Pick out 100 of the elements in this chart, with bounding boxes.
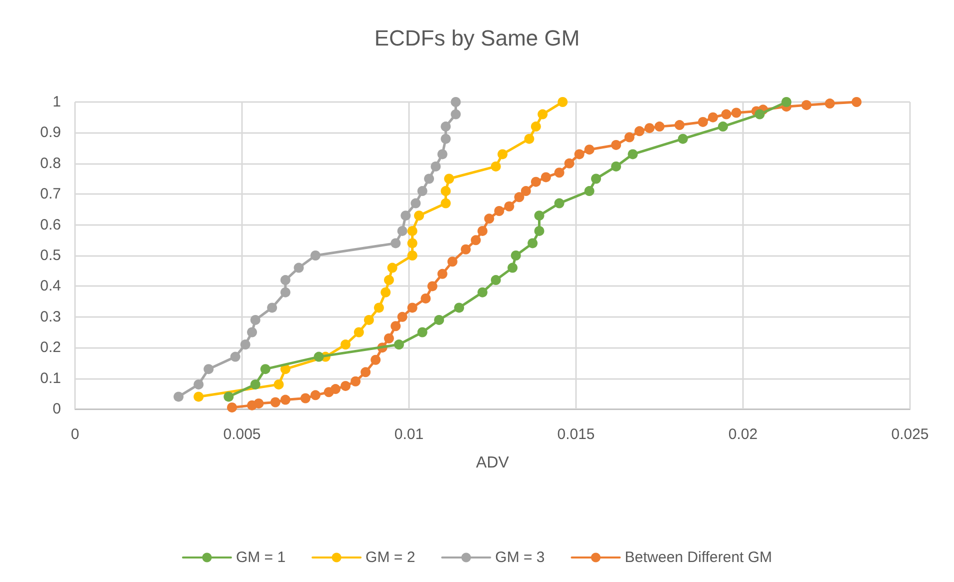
point: [584, 186, 594, 196]
point: [444, 174, 454, 184]
point: [484, 214, 494, 224]
point: [530, 122, 541, 132]
point: [470, 235, 481, 246]
point: [350, 376, 361, 386]
point: [698, 116, 708, 127]
point: [528, 238, 538, 248]
point: [360, 367, 371, 378]
point: [554, 198, 564, 208]
point: [397, 226, 408, 236]
chart-title: ECDFs by Same GM: [374, 26, 580, 50]
point: [721, 109, 732, 120]
point: [250, 314, 260, 325]
point: [718, 122, 728, 132]
point: [490, 161, 501, 172]
point: [270, 397, 280, 408]
point: [450, 97, 461, 107]
point: [224, 392, 234, 402]
point: [490, 275, 501, 286]
point: [427, 281, 438, 292]
point: [417, 186, 428, 196]
point: [300, 393, 310, 404]
point: [194, 379, 204, 390]
point: [510, 250, 521, 260]
point: [254, 398, 264, 408]
point: [280, 394, 290, 405]
point: [508, 262, 518, 273]
point: [801, 100, 812, 110]
point: [434, 314, 444, 325]
y-tick-label: 0.1: [40, 370, 61, 387]
point: [494, 206, 504, 216]
point: [611, 140, 622, 150]
point: [417, 327, 428, 338]
y-tick-label: 0: [52, 400, 61, 418]
point: [194, 392, 204, 402]
y-tick-label: 0.6: [40, 216, 61, 234]
point: [420, 293, 431, 304]
point: [354, 327, 364, 338]
point: [530, 176, 541, 187]
point: [410, 198, 421, 208]
point: [390, 238, 401, 248]
point: [370, 354, 381, 365]
point: [226, 402, 237, 412]
point: [437, 268, 448, 279]
y-tick-label: 0.8: [40, 154, 61, 172]
point: [437, 149, 448, 160]
x-tick-label: 0.005: [223, 426, 261, 443]
point: [384, 333, 394, 344]
point: [460, 244, 471, 254]
point: [314, 352, 324, 362]
point: [540, 172, 551, 182]
x-tick-label: 0: [70, 426, 80, 443]
point: [424, 174, 434, 184]
point: [538, 109, 548, 120]
point: [591, 174, 602, 184]
point: [454, 302, 464, 313]
point: [624, 132, 634, 142]
point: [250, 379, 260, 390]
point: [407, 250, 418, 260]
point: [504, 201, 514, 212]
x-tick-label: 0.01: [394, 426, 424, 443]
point: [174, 392, 184, 402]
point: [634, 126, 644, 136]
point: [430, 161, 441, 172]
point: [294, 262, 304, 273]
point: [477, 287, 488, 298]
point: [674, 120, 685, 130]
x-tick-label: 0.025: [891, 426, 929, 443]
point: [267, 302, 278, 313]
point: [374, 302, 384, 313]
legend-label: GM = 2: [366, 549, 416, 566]
point: [340, 380, 351, 391]
point: [574, 149, 584, 160]
point: [558, 97, 568, 107]
point: [310, 390, 320, 400]
point: [340, 340, 351, 350]
point: [440, 134, 451, 144]
point: [447, 256, 458, 267]
point: [498, 149, 508, 160]
point: [644, 123, 654, 134]
point: [440, 198, 451, 208]
point: [384, 275, 394, 286]
point: [400, 210, 411, 221]
point: [554, 168, 564, 178]
point: [330, 384, 341, 394]
y-tick-label: 1: [52, 94, 61, 110]
point: [240, 340, 250, 350]
point: [204, 364, 214, 374]
y-tick-label: 0.2: [40, 339, 61, 356]
point: [450, 109, 461, 120]
y-tick-label: 0.7: [40, 186, 61, 203]
point: [407, 238, 418, 248]
point: [407, 226, 418, 236]
x-tick-label: 0.015: [557, 426, 595, 443]
point: [754, 109, 765, 120]
y-tick-label: 0.5: [40, 247, 61, 264]
point: [520, 186, 531, 196]
y-tick-label: 0.9: [40, 124, 61, 142]
point: [394, 340, 404, 350]
